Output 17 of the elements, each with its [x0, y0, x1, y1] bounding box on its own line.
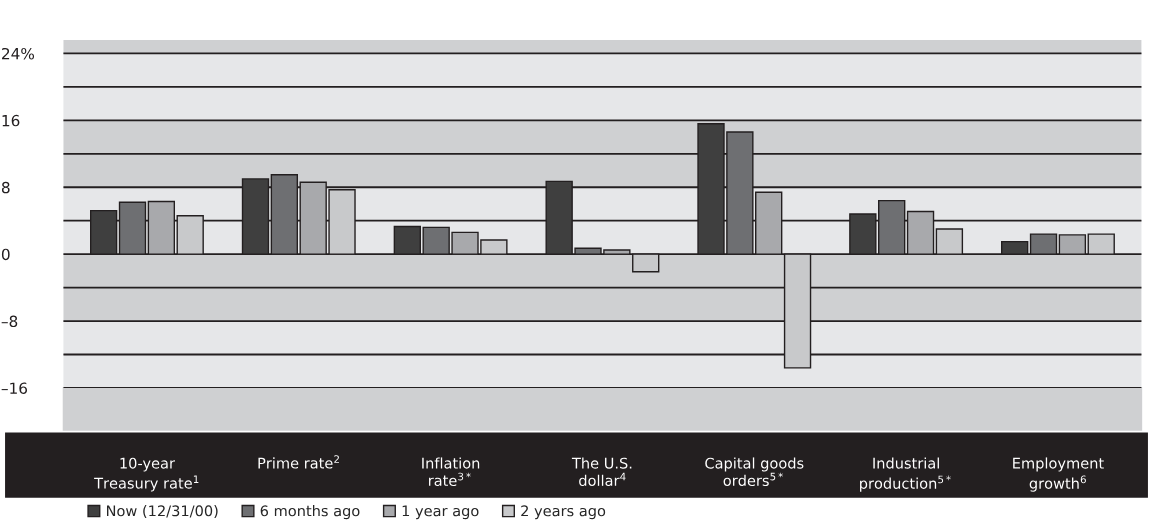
x-tick-label: Prime rate$^{2}$ [258, 455, 339, 469]
y-tick-label: 24% [2, 47, 35, 60]
x-tick-label: 10-year Treasury rate$^{1}$ [94, 457, 199, 492]
x-tick-label: Employment growth$^{6}$ [1013, 457, 1104, 492]
x-tick-label: Industrial production$^{5*}$ [860, 457, 951, 492]
y-tick-label: 8 [1, 181, 10, 194]
y-tick-label: 16 [2, 114, 20, 127]
legend-label: Now (12/31/00) [107, 505, 218, 519]
legend-label: 1 year ago [402, 505, 479, 520]
legend-label: 6 months ago [260, 505, 360, 520]
y-tick-label: –16 [1, 382, 28, 394]
legend-label: 2 years ago [521, 505, 606, 520]
y-tick-label: 0 [1, 248, 10, 261]
x-tick-label: Capital goods orders$^{5*}$ [705, 457, 804, 487]
x-tick-label: Inflation rate$^{3*}$ [422, 457, 480, 487]
y-tick-label: –8 [1, 315, 18, 328]
x-tick-label: The U.S. dollar$^{4}$ [571, 457, 632, 487]
